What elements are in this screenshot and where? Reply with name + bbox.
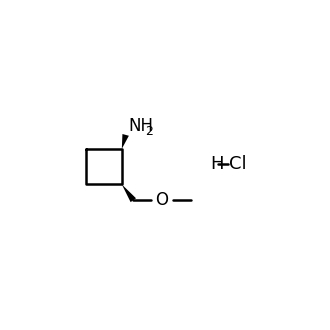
Text: H: H — [210, 155, 223, 173]
Text: 2: 2 — [146, 125, 153, 138]
Text: Cl: Cl — [229, 155, 247, 173]
Polygon shape — [122, 134, 129, 149]
Polygon shape — [122, 184, 136, 202]
Text: NH: NH — [128, 117, 153, 135]
Text: O: O — [155, 191, 168, 209]
